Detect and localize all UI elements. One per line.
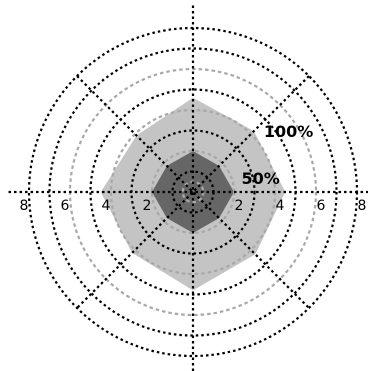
tick-label: 8 <box>20 198 29 214</box>
grid-ring-gray-1 <box>150 149 236 235</box>
tick-label: 4 <box>276 198 285 214</box>
tick-label: 2 <box>143 198 152 214</box>
percent-annotation-1: 50% <box>242 169 280 188</box>
tick-label: 2 <box>235 198 244 214</box>
grid-ring-black-3 <box>48 47 338 337</box>
grid <box>6 5 368 371</box>
tick-label: 6 <box>61 198 70 214</box>
annotations: 100% 50% <box>242 122 314 188</box>
tick-label: 4 <box>102 198 111 214</box>
tick-label: 8 <box>358 198 367 214</box>
tick-label: 6 <box>317 198 326 214</box>
percent-annotation-0: 100% <box>264 122 313 141</box>
tick-labels: 2 2 4 4 6 6 8 8 <box>20 198 367 214</box>
